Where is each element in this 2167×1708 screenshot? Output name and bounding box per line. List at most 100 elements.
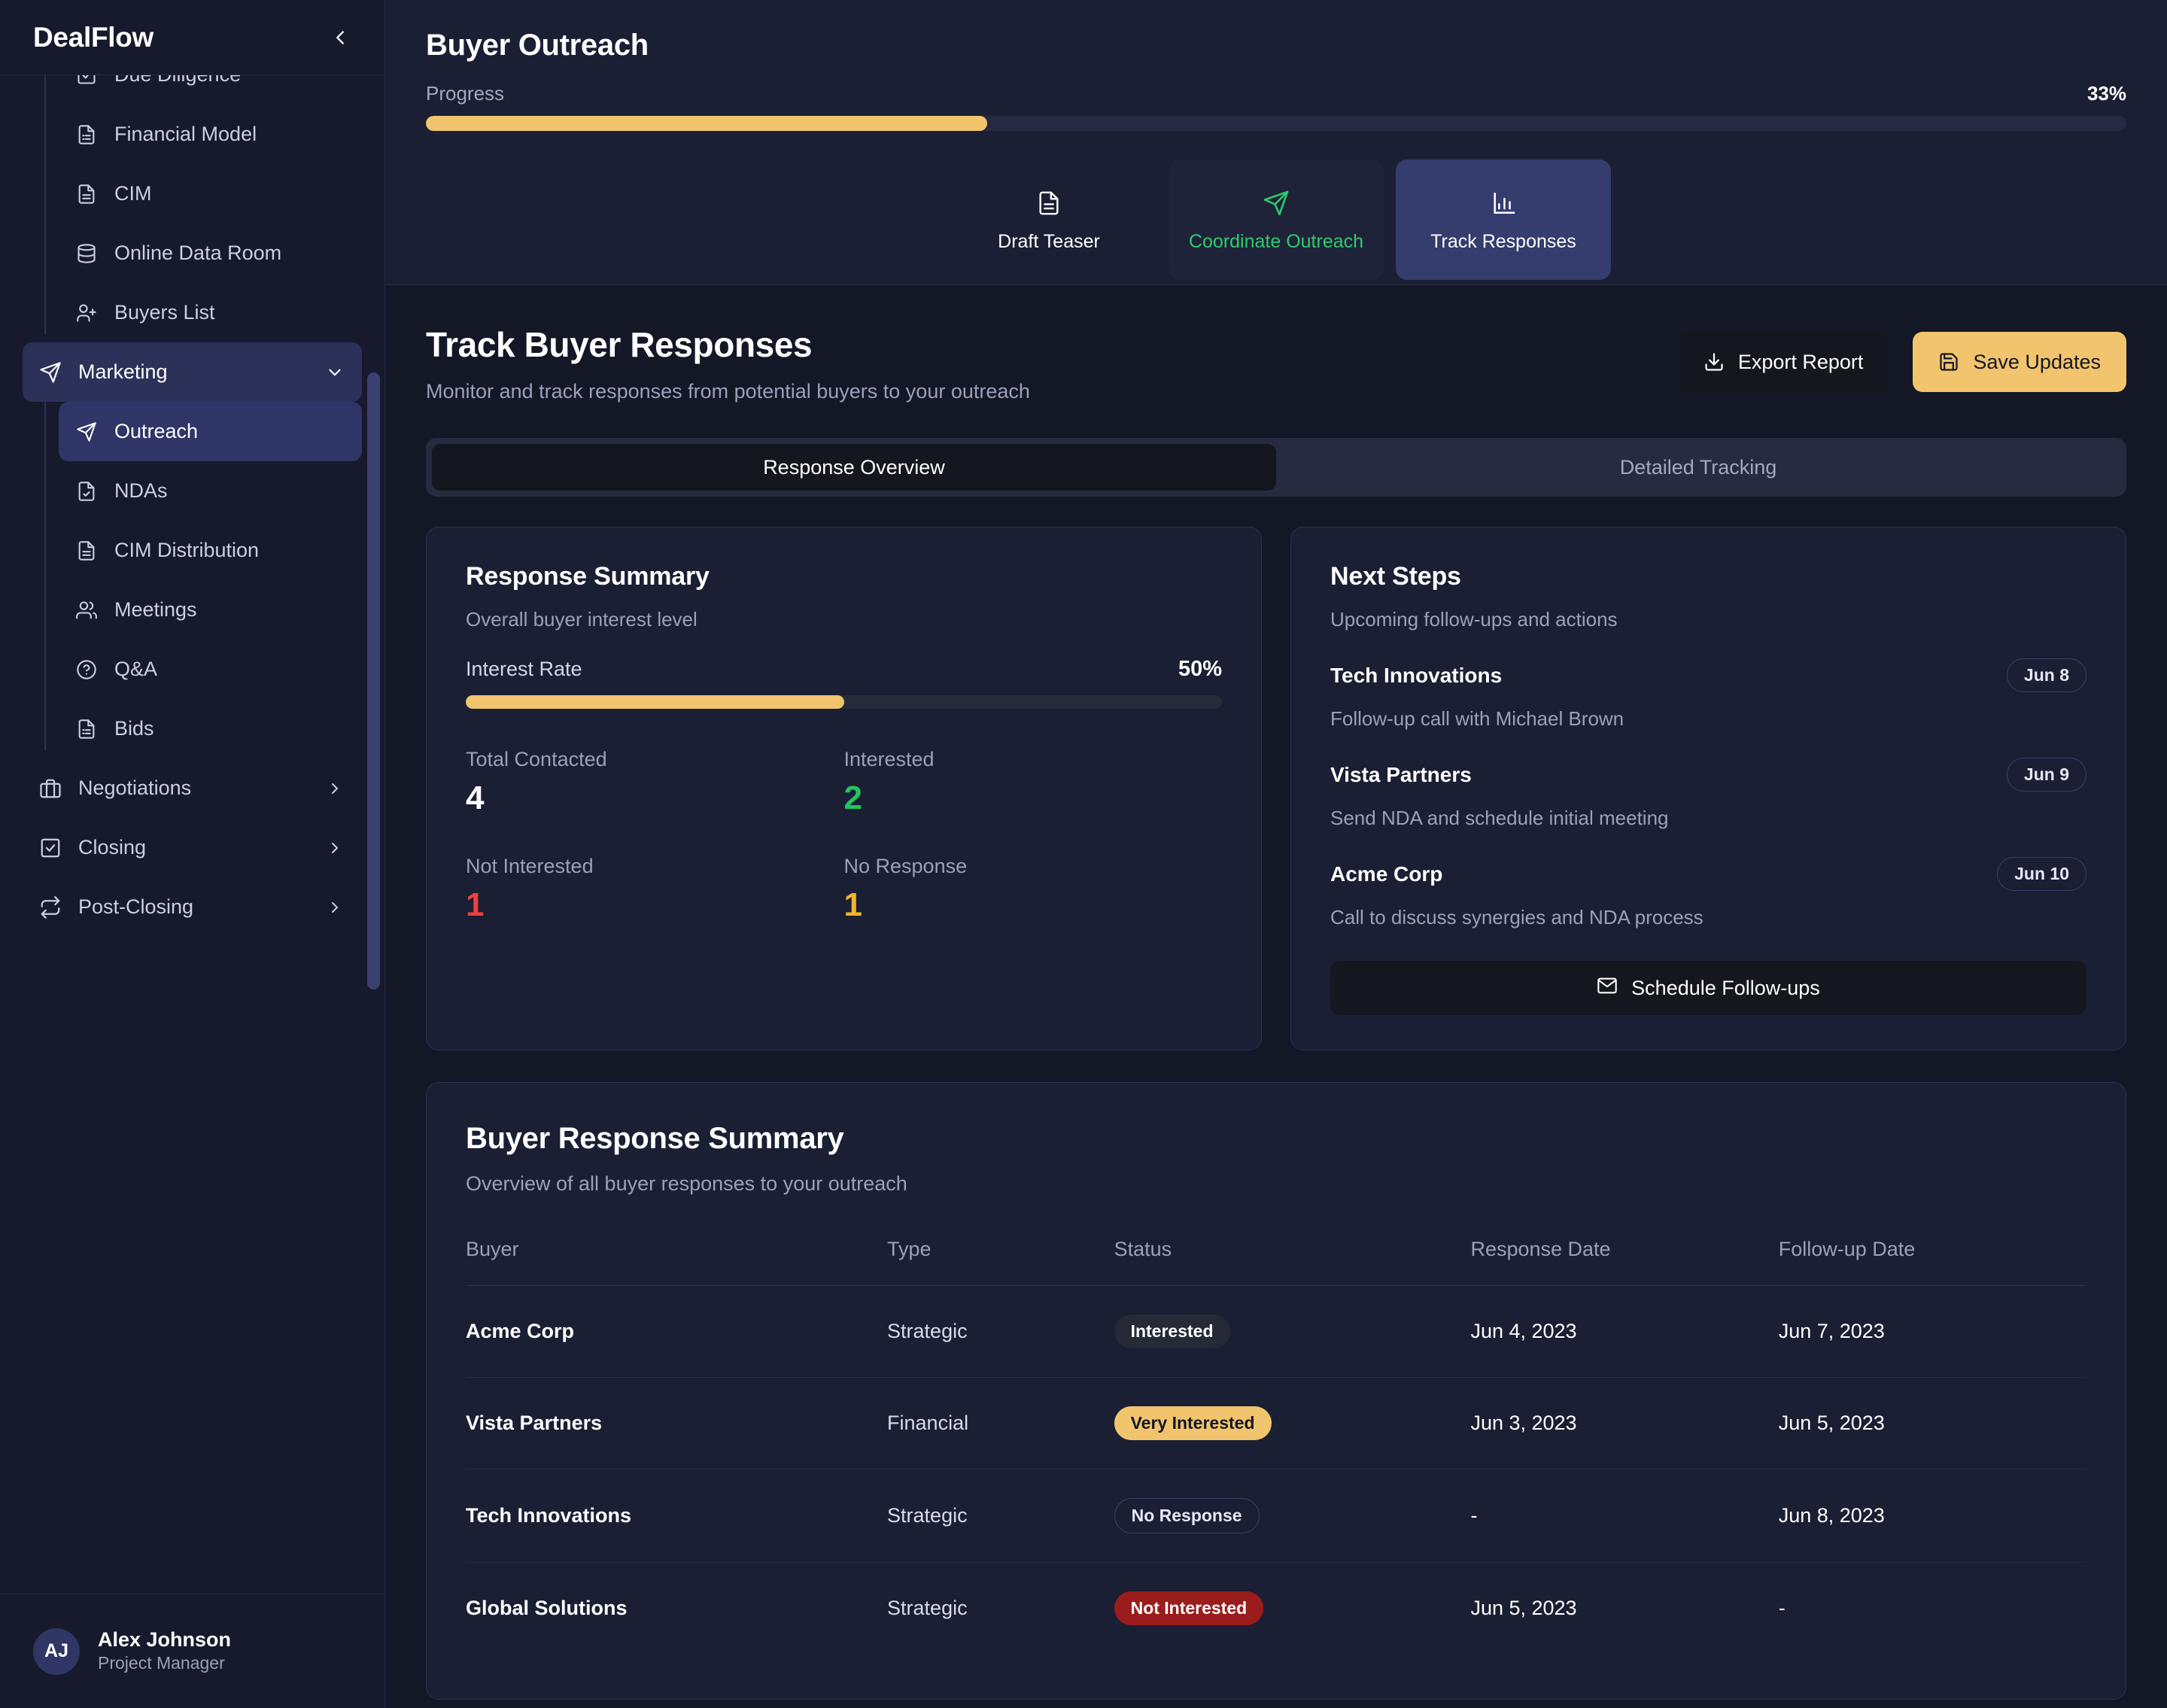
user-info: Alex Johnson Project Manager — [98, 1627, 231, 1676]
sidebar-item-online-data-room[interactable]: Online Data Room — [59, 223, 362, 283]
tab-bar: Response Overview Detailed Tracking — [426, 438, 2126, 497]
avatar: AJ — [33, 1627, 80, 1675]
next-step-item[interactable]: Tech Innovations Jun 8 Follow-up call wi… — [1330, 658, 2086, 731]
next-step-header: Acme Corp Jun 10 — [1330, 857, 2086, 891]
save-updates-button[interactable]: Save Updates — [1913, 332, 2126, 392]
interest-rate-label: Interest Rate — [466, 658, 582, 680]
tab-response-overview[interactable]: Response Overview — [432, 444, 1276, 491]
sidebar-item-label: NDAs — [114, 479, 168, 502]
tab-detailed-tracking[interactable]: Detailed Tracking — [1619, 455, 1777, 479]
progress-bar-track — [426, 116, 2126, 131]
cell-followup-date: Jun 7, 2023 — [1778, 1285, 2086, 1378]
column-header-response-date: Response Date — [1470, 1238, 1779, 1286]
sidebar-item-qa[interactable]: Q&A — [59, 640, 362, 699]
buyer-response-table-card: Buyer Response Summary Overview of all b… — [426, 1082, 2126, 1700]
sidebar-item-label: CIM Distribution — [114, 539, 260, 561]
app-logo: DealFlow — [33, 21, 154, 53]
next-step-item[interactable]: Vista Partners Jun 9 Send NDA and schedu… — [1330, 758, 2086, 830]
table-body: Acme Corp Strategic Interested Jun 4, 2023 J… — [466, 1285, 2086, 1655]
sidebar-item-outreach[interactable]: Outreach — [59, 402, 362, 461]
sidebar-item-cim-distribution[interactable]: CIM Distribution — [59, 521, 362, 580]
download-icon — [1704, 351, 1725, 372]
step-track-responses[interactable]: Track Responses — [1396, 160, 1611, 280]
sidebar-item-meetings[interactable]: Meetings — [59, 580, 362, 640]
table-row[interactable]: Tech Innovations Strategic No Response - Jun… — [466, 1469, 2086, 1563]
stat-label: Interested — [843, 748, 935, 770]
next-step-header: Vista Partners Jun 9 — [1330, 758, 2086, 792]
stat-interested: Interested 2 — [844, 748, 1223, 838]
export-report-button[interactable]: Export Report — [1677, 332, 1889, 392]
interest-rate-value: 50% — [1178, 657, 1222, 681]
interest-rate-fill — [466, 695, 844, 709]
sidebar-item-label: Meetings — [114, 598, 197, 621]
file-text-icon — [1036, 187, 1062, 219]
chevron-right-icon[interactable] — [324, 778, 345, 799]
sidebar-item-label: Marketing — [78, 360, 168, 383]
sidebar-scrollbar[interactable] — [367, 372, 380, 989]
send-icon — [1263, 187, 1290, 219]
column-header-followup-date: Follow-up Date — [1778, 1238, 2086, 1286]
user-plus-icon — [75, 302, 98, 324]
sidebar-item-closing[interactable]: Closing — [23, 818, 362, 877]
chevron-right-icon[interactable] — [324, 837, 345, 859]
cell-response-date: - — [1470, 1469, 1779, 1563]
sidebar-item-label: Due Diligence — [114, 75, 345, 87]
database-icon — [75, 242, 98, 265]
sidebar-item-label: Q&A — [114, 658, 158, 680]
save-icon — [1938, 351, 1959, 372]
progress-label: Progress — [426, 82, 505, 105]
cell-status: Not Interested — [1114, 1563, 1471, 1655]
page-content: Track Buyer Responses Monitor and track … — [385, 285, 2167, 1708]
table-row[interactable]: Vista Partners Financial Very Interested Ju… — [466, 1377, 2086, 1469]
export-report-label: Export Report — [1737, 350, 1864, 373]
sidebar-item-cim[interactable]: CIM — [59, 164, 362, 223]
card-title: Next Steps — [1330, 562, 1461, 591]
chevron-down-icon[interactable] — [324, 362, 345, 383]
page-actions: Export Report Save Updates — [1677, 332, 2126, 392]
next-step-description: Send NDA and schedule initial meeting — [1330, 807, 1669, 829]
table-row[interactable]: Acme Corp Strategic Interested Jun 4, 2023 J… — [466, 1285, 2086, 1378]
cell-buyer: Global Solutions — [466, 1597, 628, 1619]
sidebar-nav: Due Diligence Financial Model CIM — [0, 75, 384, 1594]
column-header-type: Type — [887, 1238, 1114, 1286]
step-draft-teaser[interactable]: Draft Teaser — [941, 160, 1156, 280]
chevron-left-icon — [329, 26, 351, 49]
stat-label: No Response — [843, 855, 968, 877]
table-subtitle: Overview of all buyer responses to your … — [466, 1172, 907, 1195]
sidebar-item-buyers-list[interactable]: Buyers List — [59, 283, 362, 342]
chevron-right-icon[interactable] — [324, 897, 345, 918]
cell-response-date: Jun 5, 2023 — [1470, 1597, 1577, 1619]
user-profile[interactable]: AJ Alex Johnson Project Manager — [0, 1594, 384, 1708]
cell-status: Interested — [1114, 1285, 1471, 1378]
step-coordinate-outreach[interactable]: Coordinate Outreach — [1169, 160, 1384, 280]
sidebar-item-due-diligence[interactable]: Due Diligence — [59, 75, 362, 105]
send-icon — [39, 361, 62, 384]
next-step-name: Acme Corp — [1330, 862, 1443, 886]
stat-value: 2 — [843, 780, 862, 816]
next-step-date-badge: Jun 10 — [1997, 857, 2086, 891]
sidebar-collapse-button[interactable] — [327, 25, 353, 50]
checkbox-icon — [75, 75, 98, 87]
stat-label: Total Contacted — [466, 748, 607, 770]
sidebar-item-bids[interactable]: Bids — [59, 699, 362, 758]
column-header-status: Status — [1114, 1238, 1471, 1286]
sidebar-item-label: CIM — [114, 182, 152, 205]
sidebar-item-ndas[interactable]: NDAs — [59, 461, 362, 521]
sidebar-item-financial-model[interactable]: Financial Model — [59, 105, 362, 164]
file-text-icon — [75, 183, 98, 205]
interest-rate-track — [466, 695, 1222, 709]
sidebar-item-marketing[interactable]: Marketing — [23, 342, 362, 402]
transfer-icon — [39, 895, 62, 919]
next-steps-card: Next Steps Upcoming follow-ups and actio… — [1290, 527, 2126, 1050]
sidebar-item-post-closing[interactable]: Post-Closing — [23, 877, 362, 937]
table-header-row: Buyer Type Status Response Date Follow-u… — [466, 1238, 2086, 1286]
cell-followup-date: Jun 5, 2023 — [1778, 1377, 2086, 1469]
file-chart-icon — [75, 123, 98, 146]
sidebar-item-negotiations[interactable]: Negotiations — [23, 758, 362, 818]
next-step-item[interactable]: Acme Corp Jun 10 Call to discuss synergi… — [1330, 857, 2086, 929]
table-row[interactable]: Global Solutions Strategic Not Interested J… — [466, 1563, 2086, 1655]
status-badge: Not Interested — [1114, 1591, 1264, 1625]
schedule-followups-button[interactable]: Schedule Follow-ups — [1330, 961, 2086, 1015]
progress-bar-fill — [426, 116, 987, 131]
